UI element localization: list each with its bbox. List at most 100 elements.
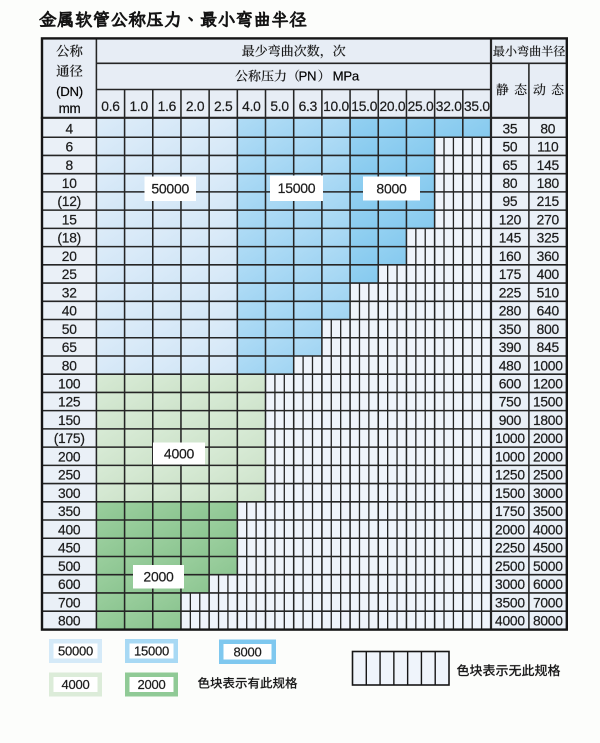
svg-text:5000: 5000	[533, 559, 563, 574]
svg-text:1500: 1500	[495, 486, 525, 501]
svg-text:1750: 1750	[495, 504, 525, 519]
svg-text:3500: 3500	[533, 504, 563, 519]
svg-text:4.0: 4.0	[242, 99, 261, 114]
svg-text:15: 15	[62, 213, 77, 228]
svg-text:325: 325	[537, 231, 560, 246]
svg-text:350: 350	[499, 322, 522, 337]
svg-text:4500: 4500	[533, 541, 563, 556]
svg-text:35.0: 35.0	[464, 99, 490, 114]
svg-text:400: 400	[58, 522, 81, 537]
svg-text:50000: 50000	[58, 644, 93, 659]
svg-text:15000: 15000	[278, 180, 316, 196]
svg-text:8000: 8000	[376, 180, 407, 196]
svg-text:1000: 1000	[533, 358, 563, 373]
svg-text:10.0: 10.0	[323, 99, 349, 114]
svg-text:110: 110	[537, 140, 559, 155]
svg-text:270: 270	[537, 213, 560, 228]
svg-text:1000: 1000	[495, 449, 525, 464]
svg-text:510: 510	[537, 285, 560, 300]
svg-text:40: 40	[62, 304, 77, 319]
svg-text:6000: 6000	[533, 577, 563, 592]
svg-text:4000: 4000	[164, 445, 195, 461]
svg-text:(175): (175)	[54, 431, 85, 446]
svg-text:1800: 1800	[533, 413, 563, 428]
svg-text:1.6: 1.6	[158, 99, 177, 114]
svg-text:1250: 1250	[495, 468, 525, 483]
svg-text:150: 150	[58, 413, 81, 428]
svg-text:1500: 1500	[533, 395, 563, 410]
svg-text:5.0: 5.0	[270, 99, 289, 114]
svg-text:4000: 4000	[62, 677, 90, 692]
svg-text:600: 600	[58, 577, 81, 592]
svg-text:180: 180	[537, 176, 560, 191]
svg-text:80: 80	[62, 358, 77, 373]
svg-text:2000: 2000	[495, 522, 525, 537]
svg-text:4: 4	[65, 121, 73, 136]
svg-text:300: 300	[58, 486, 81, 501]
svg-text:20: 20	[62, 249, 77, 264]
svg-text:50: 50	[502, 140, 517, 155]
svg-text:MPa: MPa	[333, 69, 360, 84]
svg-text:2500: 2500	[495, 559, 525, 574]
svg-text:750: 750	[499, 395, 522, 410]
svg-text:6: 6	[65, 140, 73, 155]
svg-text:(DN): (DN)	[56, 84, 83, 99]
svg-text:8000: 8000	[234, 644, 262, 659]
svg-text:8: 8	[65, 158, 73, 173]
svg-text:400: 400	[537, 267, 560, 282]
svg-text:80: 80	[502, 176, 517, 191]
svg-text:145: 145	[499, 231, 522, 246]
svg-text:25.0: 25.0	[408, 99, 434, 114]
svg-text:8000: 8000	[533, 614, 563, 629]
svg-text:2.5: 2.5	[214, 99, 233, 114]
svg-text:65: 65	[62, 340, 77, 355]
svg-text:120: 120	[499, 213, 522, 228]
svg-text:35: 35	[502, 121, 517, 136]
svg-text:2000: 2000	[533, 431, 563, 446]
svg-text:80: 80	[540, 121, 555, 136]
svg-text:250: 250	[58, 468, 81, 483]
svg-text:4000: 4000	[495, 614, 525, 629]
svg-text:2000: 2000	[533, 449, 563, 464]
svg-text:6.3: 6.3	[299, 99, 318, 114]
svg-text:2250: 2250	[495, 541, 525, 556]
svg-text:215: 215	[537, 194, 560, 209]
svg-text:800: 800	[537, 322, 560, 337]
svg-text:10: 10	[62, 176, 77, 191]
svg-text:25: 25	[62, 267, 77, 282]
svg-text:800: 800	[58, 614, 81, 629]
svg-text:200: 200	[58, 449, 81, 464]
svg-text:125: 125	[58, 395, 81, 410]
svg-text:2000: 2000	[143, 569, 174, 585]
svg-text:700: 700	[58, 595, 81, 610]
svg-text:32.0: 32.0	[436, 99, 462, 114]
svg-text:1000: 1000	[495, 431, 525, 446]
svg-text:145: 145	[537, 158, 560, 173]
svg-text:65: 65	[502, 158, 517, 173]
svg-text:2.0: 2.0	[186, 99, 205, 114]
svg-text:32: 32	[62, 285, 77, 300]
svg-text:0.6: 0.6	[101, 99, 120, 114]
svg-text:480: 480	[499, 358, 522, 373]
svg-text:280: 280	[499, 304, 522, 319]
svg-text:640: 640	[537, 304, 560, 319]
svg-text:845: 845	[537, 340, 560, 355]
svg-text:95: 95	[502, 194, 517, 209]
svg-text:mm: mm	[59, 101, 81, 116]
svg-text:4000: 4000	[533, 522, 563, 537]
svg-text:15000: 15000	[134, 644, 169, 659]
svg-text:225: 225	[499, 285, 522, 300]
svg-text:450: 450	[58, 541, 81, 556]
svg-text:3500: 3500	[495, 595, 525, 610]
svg-text:50000: 50000	[151, 181, 189, 197]
svg-text:(12): (12)	[57, 194, 81, 209]
svg-text:PN: PN	[299, 69, 317, 84]
svg-text:175: 175	[499, 267, 522, 282]
svg-text:7000: 7000	[533, 595, 563, 610]
svg-text:360: 360	[537, 249, 560, 264]
svg-text:(18): (18)	[57, 231, 81, 246]
svg-text:20.0: 20.0	[379, 99, 405, 114]
svg-text:2500: 2500	[533, 468, 563, 483]
svg-text:160: 160	[499, 249, 522, 264]
svg-text:390: 390	[499, 340, 522, 355]
